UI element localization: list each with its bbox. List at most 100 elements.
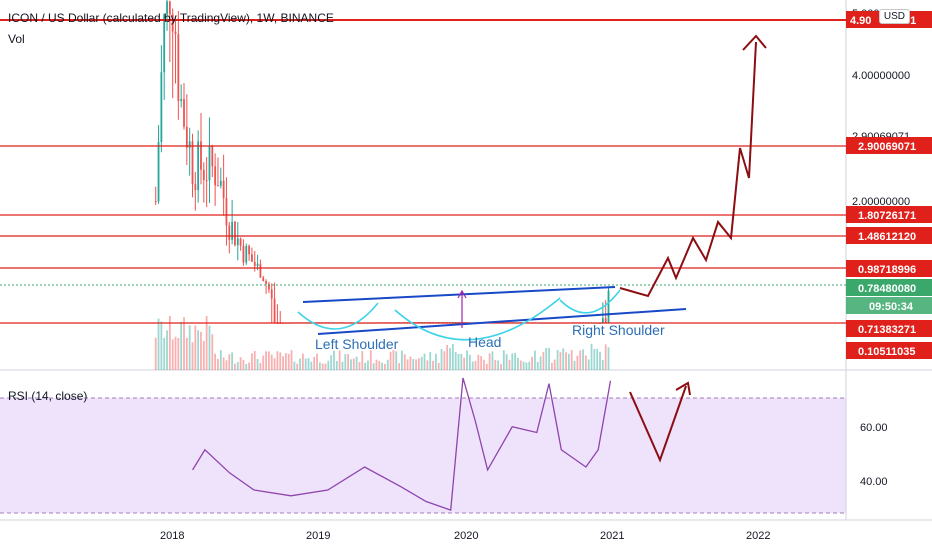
volume-bar xyxy=(242,359,245,370)
annotation-head: Head xyxy=(468,334,501,350)
volume-bar xyxy=(296,363,299,370)
volume-bar xyxy=(437,363,440,370)
rsi-band xyxy=(0,398,846,513)
y-tick-4: 4.00000000 xyxy=(852,70,910,82)
price-tag-volume: 0.10511035 xyxy=(846,342,932,359)
price-tag-2-90069071: 2.90069071 xyxy=(846,137,932,154)
volume-bar xyxy=(205,315,208,370)
volume-bar xyxy=(268,351,270,370)
volume-bar xyxy=(338,350,341,370)
volume-bar xyxy=(582,349,584,370)
right-shoulder-arc xyxy=(559,289,621,314)
volume-bar xyxy=(477,354,480,370)
currency-badge[interactable]: USD xyxy=(878,9,910,24)
candle-body xyxy=(185,126,188,148)
volume-bar xyxy=(449,348,451,370)
candle-body xyxy=(219,180,222,186)
price-tag-0-71383271: 0.71383271 xyxy=(846,320,932,337)
volume-bar xyxy=(502,350,505,370)
volume-bar xyxy=(279,352,282,370)
volume-bar xyxy=(188,325,191,370)
volume-bar xyxy=(601,360,604,370)
candle-body xyxy=(166,1,168,15)
volume-bar xyxy=(333,350,335,370)
volume-bar xyxy=(174,336,177,370)
volume-bar xyxy=(531,356,533,370)
volume-bar xyxy=(191,342,194,370)
volume-bar xyxy=(409,356,412,370)
volume-bar xyxy=(248,362,250,370)
volume-bar xyxy=(415,359,417,370)
volume-bar xyxy=(194,325,197,370)
volume-bar xyxy=(389,351,392,370)
volume-bar xyxy=(299,358,301,370)
candle-body xyxy=(239,238,242,246)
volume-bar xyxy=(593,348,596,370)
candle-body xyxy=(245,245,248,263)
volume-bar xyxy=(599,351,601,370)
candle-body xyxy=(174,31,177,35)
countdown-timer: 09:50:34 xyxy=(869,301,914,313)
svg-text:0.98718996: 0.98718996 xyxy=(858,264,916,276)
volume-bar xyxy=(301,353,304,370)
x-tick-2019: 2019 xyxy=(306,530,330,542)
volume-bar xyxy=(157,318,160,370)
volume-bar xyxy=(525,362,528,370)
svg-text:1.80726171: 1.80726171 xyxy=(858,210,916,222)
x-tick-2022: 2022 xyxy=(746,530,770,542)
volume-bar xyxy=(316,353,318,370)
volume-bar xyxy=(517,357,519,370)
volume-bar xyxy=(160,321,163,370)
volume-bar xyxy=(273,358,276,370)
svg-text:0.78480080: 0.78480080 xyxy=(858,283,916,295)
volume-bar xyxy=(468,354,471,370)
volume-bar xyxy=(168,315,171,370)
svg-text:4.90: 4.90 xyxy=(850,15,871,27)
volume-bar xyxy=(480,356,483,370)
volume-bar xyxy=(222,357,225,370)
volume-bar xyxy=(154,337,157,370)
candle-body xyxy=(177,34,180,101)
volume-bar xyxy=(231,352,234,370)
volume-bar xyxy=(324,363,327,370)
volume-bar xyxy=(293,361,296,370)
annotation-left-shoulder: Left Shoulder xyxy=(315,336,399,352)
candle-body xyxy=(228,225,231,240)
candle-body xyxy=(236,238,239,246)
candle-body xyxy=(160,72,163,142)
volume-bar xyxy=(471,361,474,370)
candle-body xyxy=(217,185,219,187)
candle-body xyxy=(191,141,194,185)
volume-bar xyxy=(364,362,367,370)
volume-bar xyxy=(265,351,267,370)
candle-body xyxy=(168,1,171,15)
volume-bar xyxy=(494,359,497,370)
volume-bar xyxy=(429,351,432,370)
volume-bar xyxy=(570,350,573,370)
volume-bar xyxy=(276,351,279,370)
volume-bar xyxy=(604,344,607,370)
volume-bar xyxy=(528,361,531,370)
volume-bar xyxy=(559,352,562,370)
volume-bar xyxy=(384,363,386,370)
volume-bar xyxy=(460,353,463,370)
candle-body xyxy=(157,141,160,202)
volume-bar xyxy=(313,356,316,370)
candle-body xyxy=(607,290,610,323)
candle-body xyxy=(601,318,604,323)
volume-bar xyxy=(545,347,548,370)
volume-bar xyxy=(466,350,468,370)
volume-bar xyxy=(367,360,369,370)
volume-bar xyxy=(386,359,389,370)
volume-bar xyxy=(440,348,443,370)
volume-bar xyxy=(225,360,228,370)
volume-bar xyxy=(505,354,508,370)
candle-body xyxy=(231,221,234,240)
volume-bar xyxy=(587,359,590,370)
volume-bar xyxy=(236,361,239,370)
rsi-tick-60: 60.00 xyxy=(860,422,888,434)
candle-body xyxy=(171,14,174,32)
volume-bar xyxy=(180,321,183,370)
volume-bar xyxy=(491,351,494,370)
volume-bar xyxy=(443,351,446,370)
